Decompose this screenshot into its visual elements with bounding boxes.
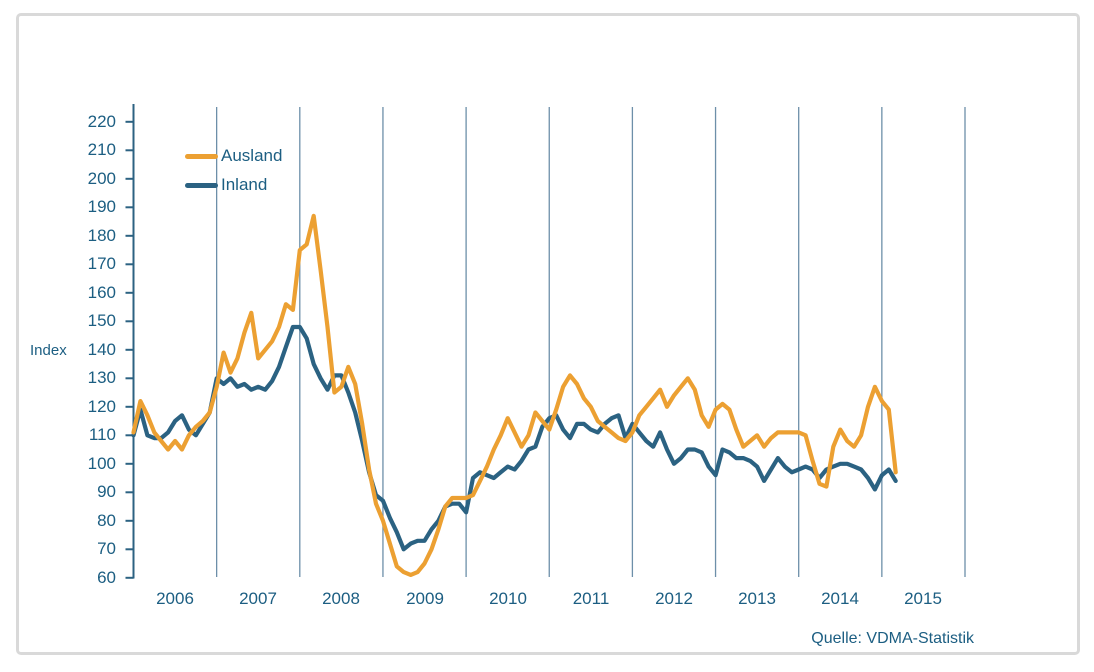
y-tick-label: 150 — [87, 311, 116, 330]
y-tick-label: 180 — [87, 226, 116, 245]
legend-item-ausland: Ausland — [185, 146, 282, 166]
y-tick-label: 60 — [97, 568, 116, 587]
y-tick-label: 130 — [87, 368, 116, 387]
legend-label-ausland: Ausland — [221, 146, 283, 165]
y-tick-label: 190 — [87, 197, 116, 216]
y-tick-label: 100 — [87, 454, 116, 473]
y-tick-label: 110 — [88, 425, 116, 444]
y-tick-label: 200 — [87, 169, 116, 188]
x-tick-label: 2011 — [572, 589, 610, 608]
y-tick-label: 220 — [87, 112, 116, 131]
x-tick-label: 2013 — [738, 589, 776, 608]
y-tick-label: 90 — [97, 482, 116, 501]
series-line-ausland — [131, 213, 898, 578]
series-line-inland — [131, 324, 898, 552]
y-tick-label: 160 — [87, 283, 116, 302]
legend-label-inland: Inland — [221, 175, 268, 194]
y-tick-label: 120 — [87, 397, 116, 416]
x-tick-label: 2010 — [489, 589, 527, 608]
y-tick-label: 140 — [87, 340, 116, 359]
x-tick-label: 2012 — [655, 589, 693, 608]
legend-item-inland: Inland — [185, 175, 282, 195]
x-tick-label: 2008 — [322, 589, 360, 608]
y-tick-label: 70 — [97, 539, 116, 558]
legend: Ausland Inland — [185, 146, 282, 195]
y-tick-label: 80 — [97, 511, 116, 530]
x-tick-label: 2014 — [821, 589, 859, 608]
y-tick-label: 170 — [87, 254, 116, 273]
x-tick-label: 2009 — [406, 589, 444, 608]
source-note: Quelle: VDMA-Statistik — [811, 630, 974, 647]
chart-frame — [16, 13, 1080, 655]
x-tick-label: 2007 — [239, 589, 277, 608]
y-axis-title: Index — [30, 342, 67, 359]
x-tick-label: 2015 — [904, 589, 942, 608]
inland-line-swatch — [185, 182, 218, 188]
x-tick-label: 2006 — [156, 589, 194, 608]
ausland-line-swatch — [185, 153, 218, 159]
y-tick-label: 210 — [87, 140, 116, 159]
